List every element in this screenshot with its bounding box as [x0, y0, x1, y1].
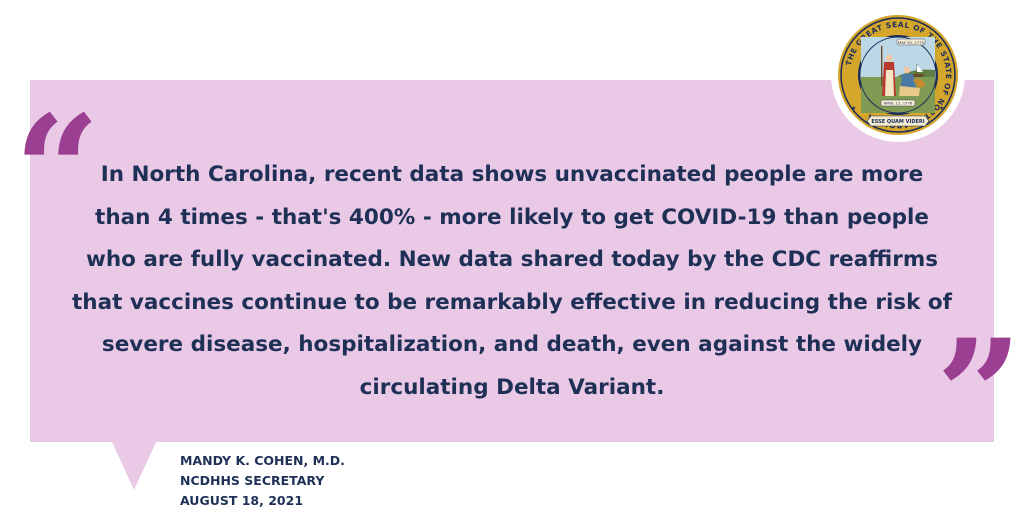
quote-bubble — [30, 80, 994, 442]
seal-date-top: MAY 20, 1775 — [898, 40, 925, 45]
open-quote-icon: “ — [14, 83, 101, 259]
attribution-date: AUGUST 18, 2021 — [180, 493, 304, 508]
svg-text:★: ★ — [939, 105, 944, 112]
state-seal: THE GREAT SEAL OF THE STATE OF NORTH CAR… — [831, 8, 965, 142]
attribution-name: MANDY K. COHEN, M.D. — [180, 453, 345, 468]
seal-motto: ESSE QUAM VIDERI — [871, 119, 924, 125]
quote-bubble-tail — [112, 442, 156, 490]
attribution: MANDY K. COHEN, M.D. NCDHHS SECRETARY AU… — [180, 451, 345, 511]
attribution-role: NCDHHS SECRETARY — [180, 473, 325, 488]
seal-date-bottom: APRIL 12, 1776 — [884, 101, 913, 106]
north-carolina-state-seal-icon: THE GREAT SEAL OF THE STATE OF NORTH CAR… — [838, 15, 958, 135]
svg-text:★: ★ — [851, 105, 856, 112]
quote-text: In North Carolina, recent data shows unv… — [71, 162, 953, 400]
close-quote-icon: ” — [936, 307, 1023, 483]
